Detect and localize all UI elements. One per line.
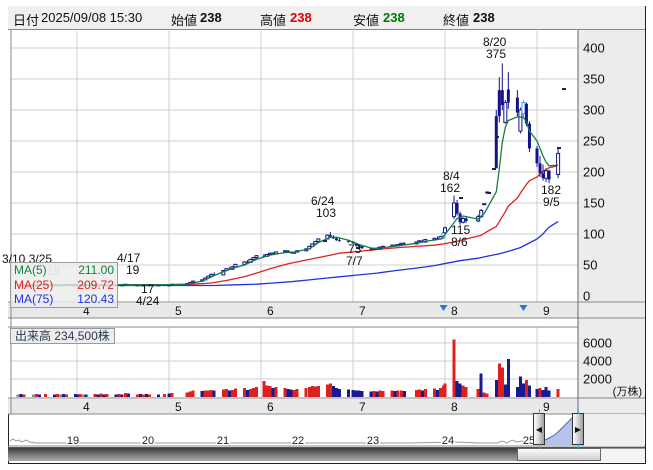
svg-text:7/7: 7/7 <box>346 254 363 268</box>
open-value: 238 <box>200 10 222 25</box>
horizontal-scrollbar[interactable] <box>8 447 645 462</box>
svg-text:300: 300 <box>583 103 605 118</box>
svg-text:6: 6 <box>267 304 274 318</box>
svg-text:5: 5 <box>175 304 182 318</box>
svg-text:4: 4 <box>83 304 90 318</box>
quote-bar: 日付 2025/09/08 15:30 始値 238 高値 238 安値 238… <box>8 6 645 30</box>
svg-text:162: 162 <box>440 181 460 195</box>
left-arrow-icon: ◀ <box>535 424 543 434</box>
svg-text:200: 200 <box>583 165 605 180</box>
ma25-label: MA(25) <box>14 277 54 292</box>
svg-text:5: 5 <box>175 400 182 414</box>
svg-text:24: 24 <box>442 435 454 447</box>
svg-text:8/4: 8/4 <box>443 169 460 183</box>
handle-tick <box>539 409 540 414</box>
scrollbar-thumb[interactable] <box>517 448 601 461</box>
svg-text:8/20: 8/20 <box>483 35 507 49</box>
ma75-label: MA(75) <box>14 292 54 306</box>
svg-text:4/17: 4/17 <box>117 251 141 265</box>
svg-text:8: 8 <box>451 304 458 318</box>
svg-text:19: 19 <box>67 435 79 447</box>
ma5-value: 211.00 <box>78 263 114 277</box>
ma-legend: MA(5) 211.00 MA(25) 209.72 MA(75) 120.43 <box>10 262 118 308</box>
scrollbar-track-end <box>601 448 645 462</box>
low-value: 238 <box>383 10 405 25</box>
svg-text:182: 182 <box>541 183 561 197</box>
svg-text:20: 20 <box>142 435 154 447</box>
svg-text:100: 100 <box>583 227 605 242</box>
svg-text:7: 7 <box>359 400 366 414</box>
svg-text:6000: 6000 <box>583 336 612 351</box>
range-handle-right[interactable]: ▶ <box>572 413 584 445</box>
svg-text:375: 375 <box>486 47 506 61</box>
svg-text:6: 6 <box>267 400 274 414</box>
svg-text:250: 250 <box>583 134 605 149</box>
right-arrow-icon: ▶ <box>574 424 582 434</box>
close-value: 238 <box>473 10 495 25</box>
svg-text:2000: 2000 <box>583 372 612 387</box>
ma5-row: MA(5) 211.00 <box>11 263 117 278</box>
date-label: 日付 <box>13 13 40 28</box>
svg-text:8/6: 8/6 <box>451 235 468 249</box>
svg-text:6/24: 6/24 <box>311 194 335 208</box>
date-value: 2025/09/08 15:30 <box>41 10 143 25</box>
svg-text:9: 9 <box>543 304 550 318</box>
range-handle-left[interactable]: ◀ <box>533 413 545 445</box>
ma75-row: MA(75) 120.43 <box>11 292 117 307</box>
svg-text:4/24: 4/24 <box>136 294 160 308</box>
svg-text:17: 17 <box>141 282 155 296</box>
close-label: 終値 <box>443 13 470 28</box>
ma25-row: MA(25) 209.72 <box>11 278 117 293</box>
svg-text:9: 9 <box>543 400 550 414</box>
volume-label: 出来高 <box>15 329 52 343</box>
svg-text:(万株): (万株) <box>613 384 642 398</box>
open-label: 始値 <box>171 13 198 28</box>
svg-text:8: 8 <box>451 400 458 414</box>
svg-text:103: 103 <box>316 206 336 220</box>
svg-text:400: 400 <box>583 41 605 56</box>
svg-text:350: 350 <box>583 72 605 87</box>
handle-tick <box>539 444 540 449</box>
svg-text:7: 7 <box>359 304 366 318</box>
svg-text:115: 115 <box>451 223 470 237</box>
ma75-value: 120.43 <box>77 292 114 306</box>
svg-text:9/5: 9/5 <box>543 195 560 209</box>
ma25-value: 209.72 <box>77 277 114 292</box>
svg-text:23: 23 <box>367 435 379 447</box>
svg-text:50: 50 <box>583 258 597 273</box>
svg-text:4: 4 <box>83 400 90 414</box>
svg-text:25: 25 <box>523 435 535 447</box>
high-label: 高値 <box>260 13 287 28</box>
ma5-label: MA(5) <box>14 263 47 277</box>
volume-value: 234,500株 <box>54 329 110 343</box>
svg-text:21: 21 <box>217 435 229 447</box>
nav-right-filler <box>584 414 644 446</box>
svg-text:73: 73 <box>348 242 362 256</box>
svg-text:22: 22 <box>292 435 304 447</box>
high-value: 238 <box>290 10 312 25</box>
svg-text:4000: 4000 <box>583 354 612 369</box>
svg-text:150: 150 <box>583 196 605 211</box>
svg-text:0: 0 <box>583 289 590 304</box>
volume-label-box: 出来高 234,500株 <box>10 328 115 344</box>
low-label: 安値 <box>353 13 380 28</box>
svg-text:19: 19 <box>126 263 140 277</box>
handle-tick <box>578 444 579 449</box>
handle-tick <box>578 409 579 414</box>
